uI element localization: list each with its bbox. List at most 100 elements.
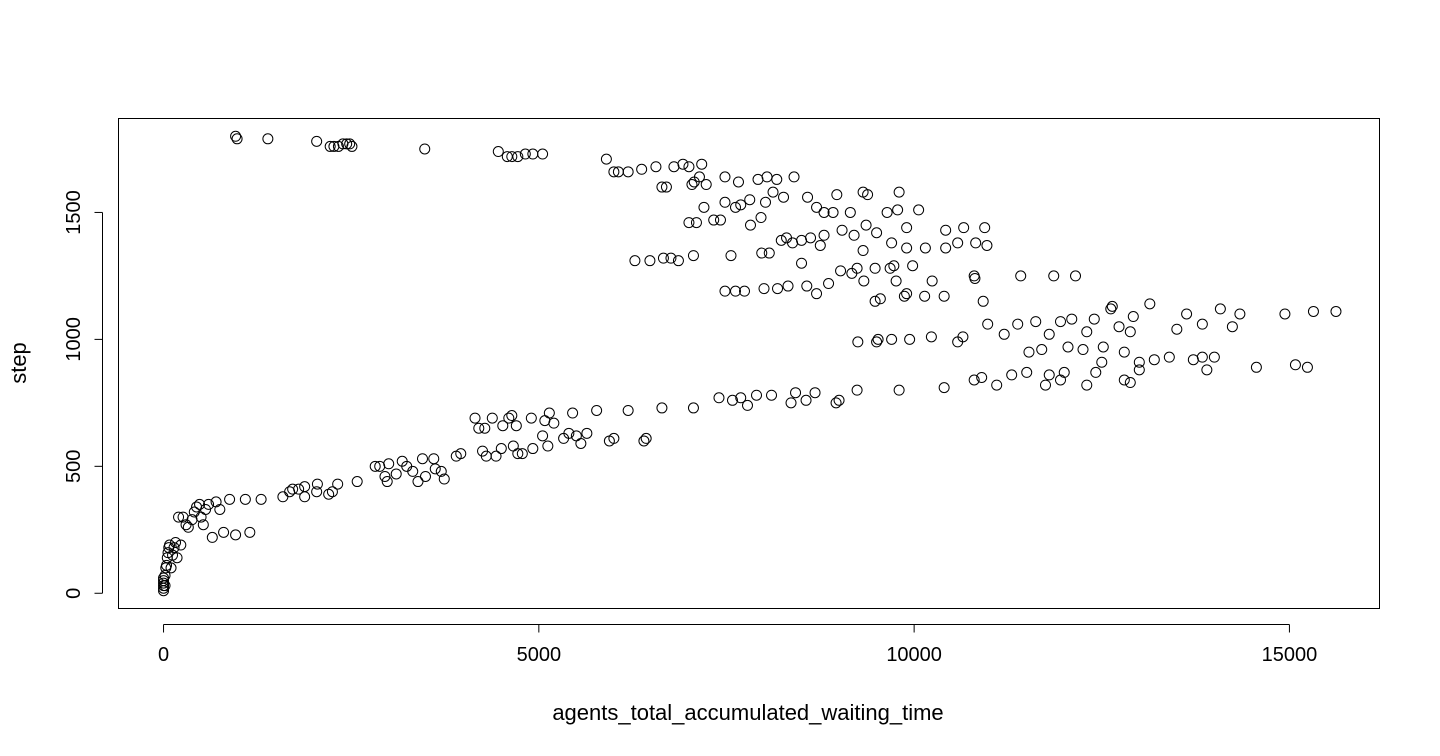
data-point [230, 130, 242, 142]
data-point [913, 204, 925, 216]
data-point [638, 435, 650, 447]
data-point [1181, 308, 1193, 320]
data-point [503, 412, 515, 424]
data-point [506, 410, 518, 422]
data-point [940, 242, 952, 254]
data-point [537, 148, 549, 160]
data-point [379, 470, 391, 482]
data-point [1133, 364, 1145, 376]
data-point [811, 201, 823, 213]
data-point [823, 278, 835, 290]
data-point [796, 257, 808, 269]
data-point [1113, 321, 1125, 333]
data-point [469, 412, 481, 424]
data-point [998, 328, 1010, 340]
data-point [657, 252, 669, 264]
data-point [175, 539, 187, 551]
data-point [1234, 308, 1246, 320]
data-point [848, 229, 860, 241]
y-tick-label: 0 [63, 588, 85, 599]
data-point [901, 242, 913, 254]
data-point [851, 262, 863, 274]
data-point [858, 275, 870, 287]
data-point [1012, 318, 1024, 330]
data-point [1148, 354, 1160, 366]
data-point [970, 237, 982, 249]
data-point [739, 285, 750, 297]
data-point [862, 189, 874, 201]
data-point [419, 470, 431, 482]
data-point [419, 143, 431, 155]
data-point [725, 250, 737, 262]
data-point [952, 237, 964, 249]
data-point [600, 153, 612, 165]
data-point [239, 493, 251, 505]
data-point [622, 404, 634, 416]
data-point [1171, 323, 1183, 335]
data-point [656, 181, 668, 193]
data-point [455, 448, 467, 460]
data-point [892, 204, 904, 216]
data-point [1030, 316, 1042, 328]
data-point [591, 404, 603, 416]
data-point [429, 463, 441, 475]
data-point [438, 473, 450, 485]
data-point [656, 402, 668, 414]
data-point [224, 493, 236, 505]
data-point [563, 427, 575, 439]
data-point [778, 191, 790, 203]
data-point [255, 493, 267, 505]
data-point [745, 219, 756, 231]
data-point [567, 407, 579, 419]
data-point [968, 374, 980, 386]
data-point [416, 453, 428, 465]
data-point [809, 387, 821, 399]
data-point [293, 483, 305, 495]
data-point [1097, 341, 1109, 353]
data-point [871, 336, 883, 348]
data-point [1214, 303, 1226, 315]
data-point [901, 222, 913, 234]
data-point [690, 217, 702, 229]
data-point [158, 575, 170, 587]
data-point [836, 224, 848, 236]
data-point [772, 283, 784, 295]
data-point [1250, 361, 1262, 373]
data-point [719, 196, 731, 208]
data-point [1043, 369, 1055, 381]
data-point [640, 432, 652, 444]
data-point [1036, 344, 1048, 356]
data-point [672, 255, 684, 267]
data-point [782, 280, 794, 292]
data-point [218, 526, 230, 538]
data-point [323, 488, 335, 500]
data-point [758, 283, 770, 295]
data-point [581, 427, 593, 439]
x-axis-label: agents_total_accumulated_waiting_time [552, 700, 943, 725]
data-point [644, 255, 656, 267]
data-point [901, 288, 913, 300]
data-point [650, 161, 662, 173]
data-point [486, 412, 498, 424]
data-point [244, 526, 256, 538]
data-point [1301, 361, 1313, 373]
data-point [755, 212, 767, 224]
data-point [874, 293, 886, 305]
data-point [203, 498, 215, 510]
data-point [197, 519, 209, 531]
data-point [1006, 369, 1018, 381]
data-point [781, 232, 793, 244]
data-point [1118, 374, 1130, 386]
data-point [871, 227, 883, 239]
data-point [1226, 321, 1238, 333]
data-point [802, 191, 814, 203]
data-point [766, 389, 778, 401]
data-point [527, 443, 539, 455]
data-point [818, 206, 830, 218]
data-point [668, 161, 680, 173]
data-point [608, 166, 620, 178]
data-point [844, 206, 856, 218]
data-point [230, 529, 242, 541]
data-point [1048, 270, 1060, 282]
data-point [262, 133, 274, 145]
